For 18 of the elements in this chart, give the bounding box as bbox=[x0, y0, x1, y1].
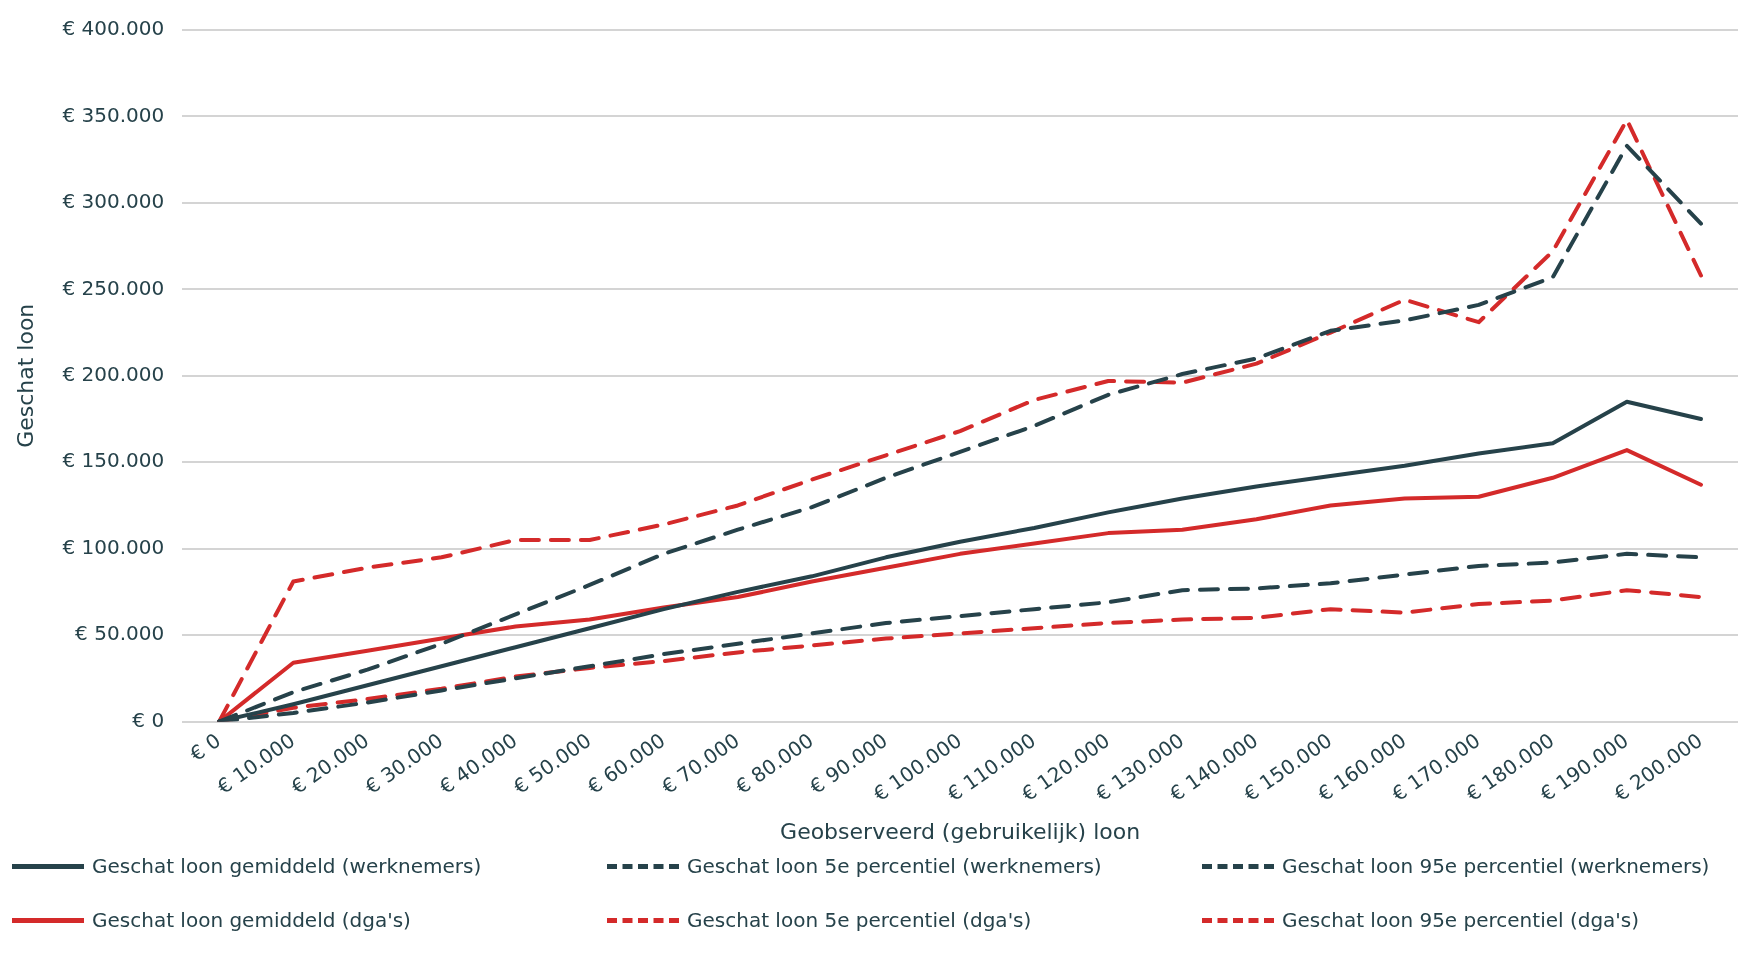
x-tick-label: € 0 bbox=[185, 728, 226, 766]
y-tick-label: € 50.000 bbox=[75, 621, 165, 646]
x-axis-title: Geobserveerd (gebruikelijk) loon bbox=[780, 818, 1141, 844]
y-axis-title: Geschat loon bbox=[12, 303, 38, 448]
legend-label: Geschat loon 5e percentiel (dga's) bbox=[687, 908, 1032, 932]
y-tick-label: € 0 bbox=[132, 707, 165, 732]
legend-label: Geschat loon gemiddeld (dga's) bbox=[92, 908, 411, 932]
y-tick-label: € 250.000 bbox=[62, 275, 165, 300]
legend-label: Geschat loon 5e percentiel (werknemers) bbox=[687, 854, 1102, 878]
y-tick-label: € 100.000 bbox=[62, 534, 165, 559]
legend-label: Geschat loon 95e percentiel (werknemers) bbox=[1282, 854, 1710, 878]
legend-label: Geschat loon 95e percentiel (dga's) bbox=[1282, 908, 1640, 932]
y-tick-label: € 400.000 bbox=[62, 16, 165, 41]
y-tick-label: € 350.000 bbox=[62, 102, 165, 127]
y-tick-label: € 300.000 bbox=[62, 189, 165, 214]
y-tick-label: € 150.000 bbox=[62, 448, 165, 473]
y-tick-label: € 200.000 bbox=[62, 361, 165, 386]
legend-label: Geschat loon gemiddeld (werknemers) bbox=[92, 854, 482, 878]
